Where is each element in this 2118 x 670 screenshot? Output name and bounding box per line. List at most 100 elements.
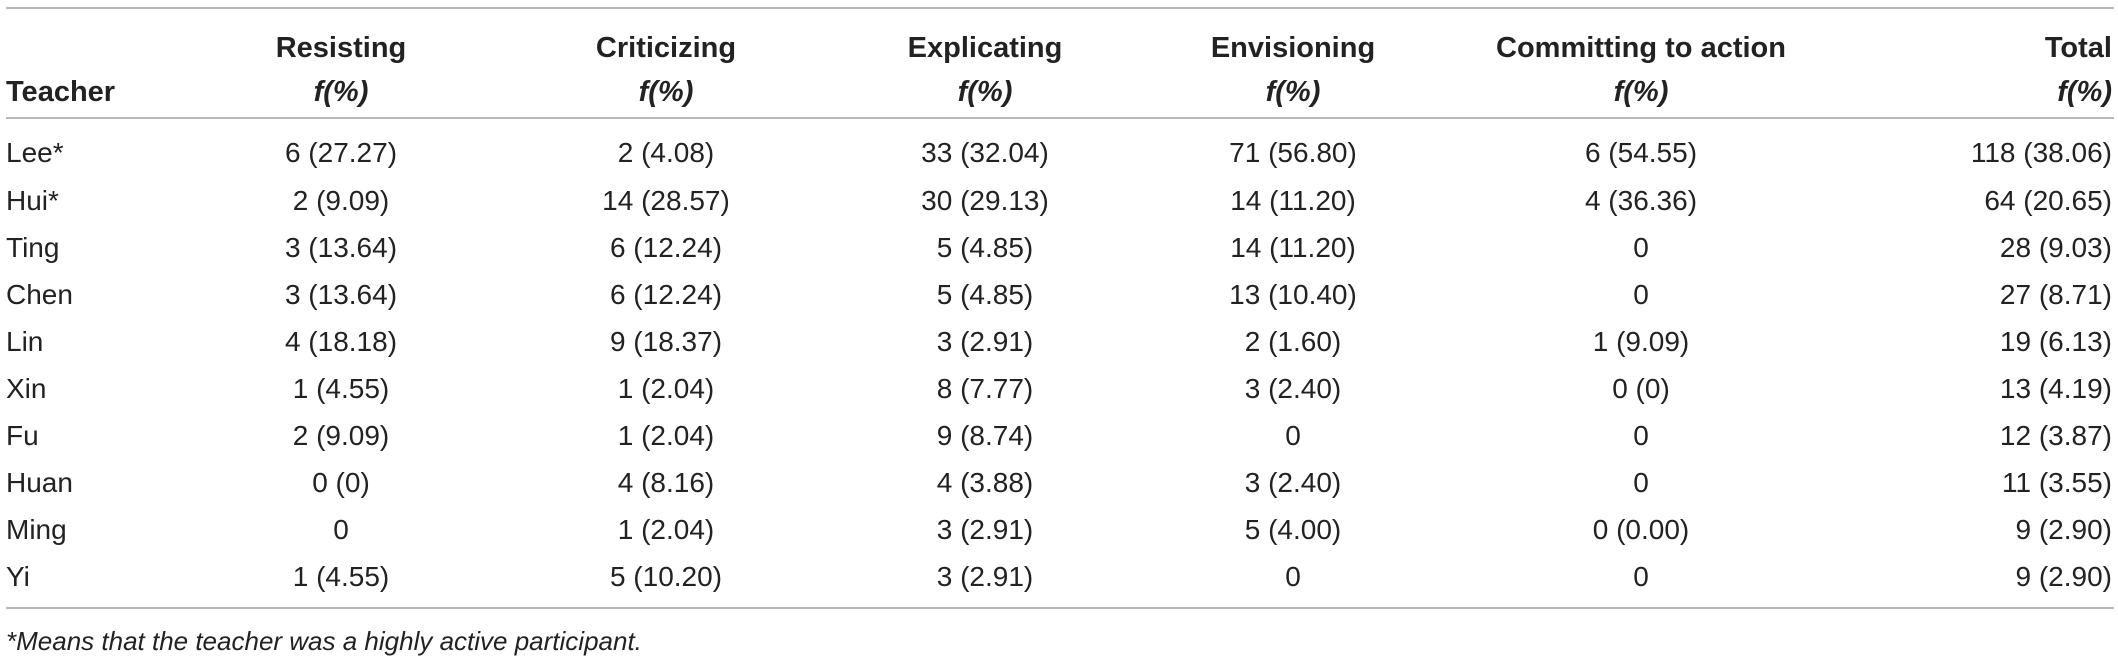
header-unit: f(%) xyxy=(1840,67,2114,119)
table-row: Yi 1 (4.55) 5 (10.20) 3 (2.91) 0 0 9 (2.90) xyxy=(6,553,2114,609)
value-cell: 4 (8.16) xyxy=(617,466,715,498)
value-cell: 0 (0) xyxy=(312,466,370,498)
header-committing-to-action: Committing to action xyxy=(1442,7,1840,67)
value-cell: 0 xyxy=(333,513,349,545)
header-criticizing: Criticizing xyxy=(506,7,826,67)
header-row-labels: Resisting Criticizing Explicating Envisi… xyxy=(6,7,2114,67)
table-footnote: *Means that the teacher was a highly act… xyxy=(6,626,642,656)
value-cell: 4 (36.36) xyxy=(1584,184,1698,216)
value-cell: 1 (2.04) xyxy=(617,419,715,451)
value-cell: 6 (12.24) xyxy=(609,231,723,263)
header-teacher: Teacher xyxy=(6,67,176,119)
value-cell: 5 (10.20) xyxy=(506,553,826,609)
value-cell: 2 (4.08) xyxy=(617,137,715,168)
teacher-name-cell: Lee* xyxy=(6,137,64,168)
table-row: Xin 1 (4.55) 1 (2.04) 8 (7.77) 3 (2.40) 0 (0)… xyxy=(6,365,2114,412)
teacher-name-cell: Huan xyxy=(6,466,73,498)
value-cell: 0 (0.00) xyxy=(1592,513,1690,545)
value-cell: 3 (2.91) xyxy=(936,513,1034,545)
header-row-units: Teacher f(%) f(%) f(%) f(%) f(%) f(%) xyxy=(6,67,2114,119)
value-cell: 28 (9.03) xyxy=(1999,231,2112,263)
value-cell: 0 (0) xyxy=(1612,372,1670,404)
value-cell: 5 (4.00) xyxy=(1244,513,1342,545)
value-cell: 6 (54.55) xyxy=(1584,137,1698,168)
value-cell: 4 (18.18) xyxy=(284,325,398,357)
value-cell: 13 (10.40) xyxy=(1229,278,1357,310)
teacher-name-cell: Lin xyxy=(6,325,44,357)
value-cell: 0 xyxy=(1633,466,1649,498)
table-row: Lin 4 (18.18) 9 (18.37) 3 (2.91) 2 (1.60) 1 (… xyxy=(6,318,2114,365)
header-explicating: Explicating xyxy=(826,7,1144,67)
value-cell: 14 (11.20) xyxy=(1230,231,1356,263)
data-table-container: Resisting Criticizing Explicating Envisi… xyxy=(6,7,2114,609)
table-row: Ming 0 1 (2.04) 3 (2.91) 5 (4.00) 0 (0.00) 9 (… xyxy=(6,506,2114,553)
value-cell: 1 (2.04) xyxy=(617,513,715,545)
value-cell: 1 (4.55) xyxy=(292,372,390,404)
value-cell: 3 (13.64) xyxy=(284,278,398,310)
value-cell: 3 (13.64) xyxy=(284,231,398,263)
unit-label: f(%) xyxy=(957,75,1013,108)
value-cell: 14 (11.20) xyxy=(1230,184,1356,216)
value-cell: 3 (2.91) xyxy=(936,325,1034,357)
unit-label: f(%) xyxy=(1265,75,1321,108)
value-cell: 1 (4.55) xyxy=(176,553,506,609)
teacher-name-cell: Yi xyxy=(6,553,176,609)
value-cell: 5 (4.85) xyxy=(936,231,1034,263)
value-cell: 118 (38.06) xyxy=(1970,137,2112,168)
value-cell: 0 xyxy=(1633,419,1649,451)
value-cell: 6 (27.27) xyxy=(284,137,398,168)
value-cell: 71 (56.80) xyxy=(1229,137,1357,168)
value-cell: 6 (12.24) xyxy=(609,278,723,310)
value-cell: 0 xyxy=(1285,419,1301,451)
unit-label: f(%) xyxy=(313,75,369,108)
value-cell: 0 xyxy=(1144,553,1442,609)
header-unit: f(%) xyxy=(1442,67,1840,119)
value-cell: 4 (3.88) xyxy=(936,466,1034,498)
value-cell: 11 (3.55) xyxy=(2002,466,2112,498)
value-cell: 2 (9.09) xyxy=(292,419,390,451)
value-cell: 2 (1.60) xyxy=(1244,325,1342,357)
value-cell: 3 (2.40) xyxy=(1244,466,1342,498)
header-unit: f(%) xyxy=(1144,67,1442,119)
table-row: Chen 3 (13.64) 6 (12.24) 5 (4.85) 13 (10.40)… xyxy=(6,271,2114,318)
value-cell: 9 (8.74) xyxy=(936,419,1034,451)
value-cell: 19 (6.13) xyxy=(1999,325,2112,357)
table-body: Lee* 6 (27.27) 2 (4.08) 33 (32.04) 71 (56.80… xyxy=(6,118,2114,609)
value-cell: 0 xyxy=(1442,553,1840,609)
value-cell: 5 (4.85) xyxy=(936,278,1034,310)
value-cell: 1 (9.09) xyxy=(1592,325,1690,357)
header-envisioning: Envisioning xyxy=(1144,7,1442,67)
unit-label: f(%) xyxy=(2057,75,2112,108)
value-cell: 8 (7.77) xyxy=(936,372,1034,404)
value-cell: 33 (32.04) xyxy=(921,137,1049,168)
teacher-name-cell: Ting xyxy=(6,231,60,263)
table-row: Lee* 6 (27.27) 2 (4.08) 33 (32.04) 71 (56.80… xyxy=(6,118,2114,177)
table-row: Huan 0 (0) 4 (8.16) 4 (3.88) 3 (2.40) 0 11 (3.… xyxy=(6,459,2114,506)
value-cell: 3 (2.91) xyxy=(826,553,1144,609)
value-cell: 64 (20.65) xyxy=(1984,184,2112,216)
header-unit: f(%) xyxy=(826,67,1144,119)
table-row: Fu 2 (9.09) 1 (2.04) 9 (8.74) 0 0 12 (3.87) xyxy=(6,412,2114,459)
value-cell: 2 (9.09) xyxy=(292,184,390,216)
value-cell: 9 (2.90) xyxy=(1840,553,2114,609)
teacher-name-cell: Ming xyxy=(6,513,67,545)
teacher-name-cell: Fu xyxy=(6,419,39,451)
header-spacer xyxy=(6,7,176,67)
value-cell: 27 (8.71) xyxy=(1999,278,2112,310)
header-unit: f(%) xyxy=(506,67,826,119)
teacher-name-cell: Chen xyxy=(6,278,73,310)
value-cell: 30 (29.13) xyxy=(921,184,1049,216)
value-cell: 14 (28.57) xyxy=(602,184,730,216)
value-cell: 12 (3.87) xyxy=(1999,419,2112,451)
teacher-name-cell: Hui* xyxy=(6,184,59,216)
table-row: Hui* 2 (9.09) 14 (28.57) 30 (29.13) 14 (11.2… xyxy=(6,177,2114,224)
unit-label: f(%) xyxy=(638,75,694,108)
value-cell: 0 xyxy=(1633,278,1649,310)
value-cell: 9 (2.90) xyxy=(2015,513,2113,545)
value-cell: 9 (18.37) xyxy=(609,325,723,357)
unit-label: f(%) xyxy=(1613,75,1669,108)
header-total: Total xyxy=(1840,7,2114,67)
value-cell: 3 (2.40) xyxy=(1244,372,1342,404)
teacher-activity-table: Resisting Criticizing Explicating Envisi… xyxy=(6,7,2114,609)
value-cell: 13 (4.19) xyxy=(1999,372,2112,404)
